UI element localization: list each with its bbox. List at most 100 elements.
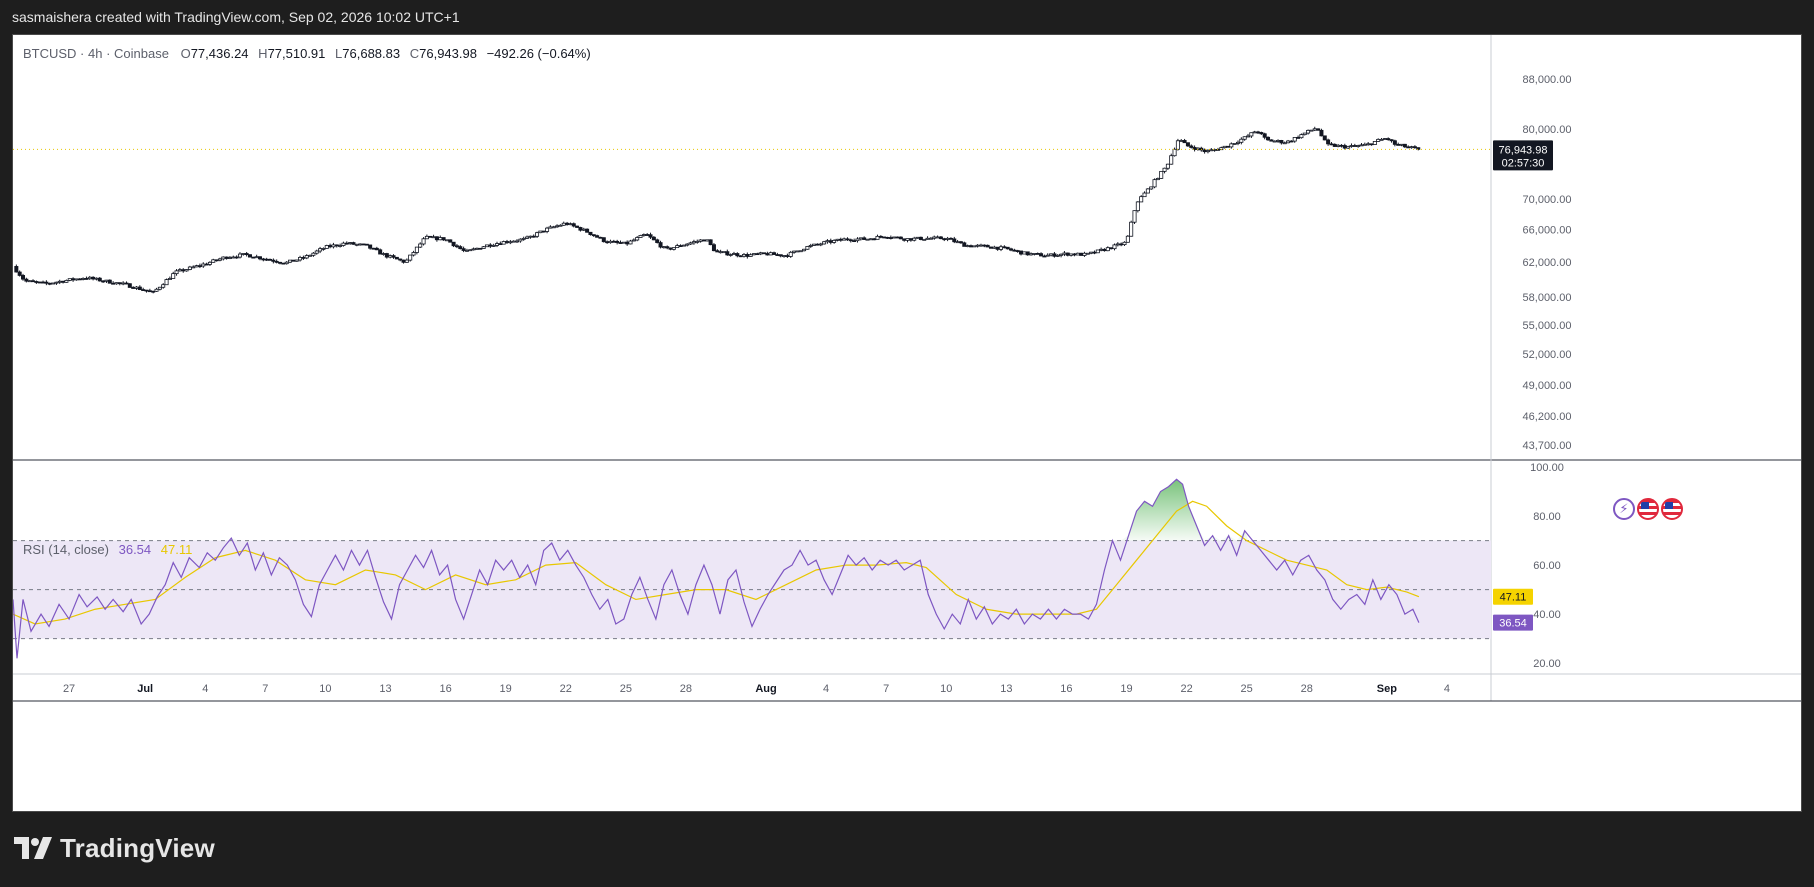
candle: [224, 256, 229, 260]
candle: [51, 282, 56, 285]
candle-body: [1382, 138, 1387, 140]
candle: [935, 235, 940, 239]
candle-series: [14, 126, 1421, 294]
lightning-icon[interactable]: ⚡: [1613, 498, 1635, 520]
candle-body: [197, 265, 202, 268]
candle: [528, 235, 533, 239]
candle-body: [1342, 145, 1347, 149]
us-flag-icon[interactable]: [1637, 498, 1659, 520]
candle-body: [271, 259, 276, 262]
candle-body: [915, 236, 920, 239]
candle: [812, 243, 817, 247]
candle-body: [731, 253, 736, 255]
candle-body: [448, 239, 453, 243]
candle: [1299, 133, 1304, 139]
candle: [518, 238, 523, 243]
candle-body: [351, 242, 356, 245]
candle: [525, 235, 530, 239]
candle: [91, 276, 96, 281]
candle-body: [484, 244, 489, 248]
candle: [945, 236, 950, 242]
candle-body: [1139, 196, 1144, 203]
candle-body: [251, 256, 256, 259]
symbol-label[interactable]: BTCUSD · 4h · Coinbase: [23, 46, 169, 61]
candle: [448, 239, 453, 243]
candle: [147, 288, 152, 293]
price-tick-label: 70,000.00: [1523, 194, 1572, 206]
candle: [1139, 195, 1144, 203]
candle: [1372, 140, 1377, 145]
candle-body: [97, 277, 102, 282]
time-tick-label: 16: [439, 683, 451, 695]
price-rsi-chart[interactable]: 88,000.00 80,000.00 70,000.00 66,000.00 62,0…: [13, 35, 1801, 811]
candle-body: [942, 238, 947, 241]
candle: [81, 277, 86, 281]
candle-body: [955, 241, 960, 244]
candle-body: [671, 247, 676, 250]
candle: [444, 239, 449, 242]
time-tick-label: 10: [319, 683, 331, 695]
candle-body: [678, 245, 683, 247]
chart-frame[interactable]: 88,000.00 80,000.00 70,000.00 66,000.00 62,0…: [12, 34, 1802, 812]
candle: [1152, 178, 1157, 189]
candle-body: [1159, 170, 1164, 179]
candle-body: [258, 256, 263, 260]
candle-body: [1099, 248, 1104, 251]
event-markers: ⚡: [1613, 498, 1683, 520]
candle: [551, 225, 556, 229]
candle: [711, 243, 716, 252]
candle-body: [611, 240, 616, 243]
rsi-badge-value: 36.54: [1499, 618, 1527, 630]
candle: [1119, 242, 1124, 247]
candle: [371, 247, 376, 250]
candle-body: [651, 236, 656, 241]
candle-body: [1169, 155, 1174, 165]
candle-body: [615, 240, 620, 243]
candle-body: [464, 249, 469, 252]
candle: [1319, 128, 1324, 137]
rsi-line: [13, 478, 1420, 659]
candle-body: [972, 245, 977, 248]
candle-body: [898, 236, 903, 240]
candle-body: [1015, 250, 1020, 252]
candle: [772, 251, 777, 255]
rsi-label[interactable]: RSI (14, close): [23, 542, 109, 557]
candle-body: [875, 235, 880, 240]
candle: [768, 251, 773, 256]
candle: [281, 262, 286, 265]
candle: [184, 269, 189, 272]
candle: [868, 238, 873, 241]
candle: [334, 244, 339, 248]
candle-body: [1296, 137, 1301, 139]
candle-body: [1299, 134, 1304, 139]
candle: [1376, 138, 1381, 142]
candle: [388, 254, 393, 259]
open-value: 77,436.24: [190, 46, 249, 61]
candle: [161, 283, 166, 289]
candle: [988, 246, 993, 249]
candle-body: [1012, 249, 1017, 252]
candle: [1269, 139, 1274, 142]
candle-body: [665, 246, 670, 249]
candle-body: [167, 278, 172, 280]
candle-body: [474, 247, 479, 250]
candle: [698, 239, 703, 243]
candle-body: [64, 280, 69, 283]
candle: [304, 254, 309, 260]
candle: [1172, 147, 1177, 157]
candle: [895, 236, 900, 239]
candle: [21, 273, 26, 281]
candle-body: [224, 256, 229, 259]
us-flag-icon[interactable]: [1661, 498, 1683, 520]
candle: [1382, 138, 1387, 141]
candle: [802, 248, 807, 252]
candle-body: [538, 230, 543, 234]
candle: [344, 241, 349, 245]
candle: [822, 240, 827, 245]
candle-body: [1282, 142, 1287, 145]
rsi-ma-line: [13, 500, 1420, 625]
candle-body: [1052, 253, 1057, 257]
candle-body: [501, 241, 506, 245]
candle-body: [87, 276, 92, 280]
candle-body: [628, 240, 633, 245]
